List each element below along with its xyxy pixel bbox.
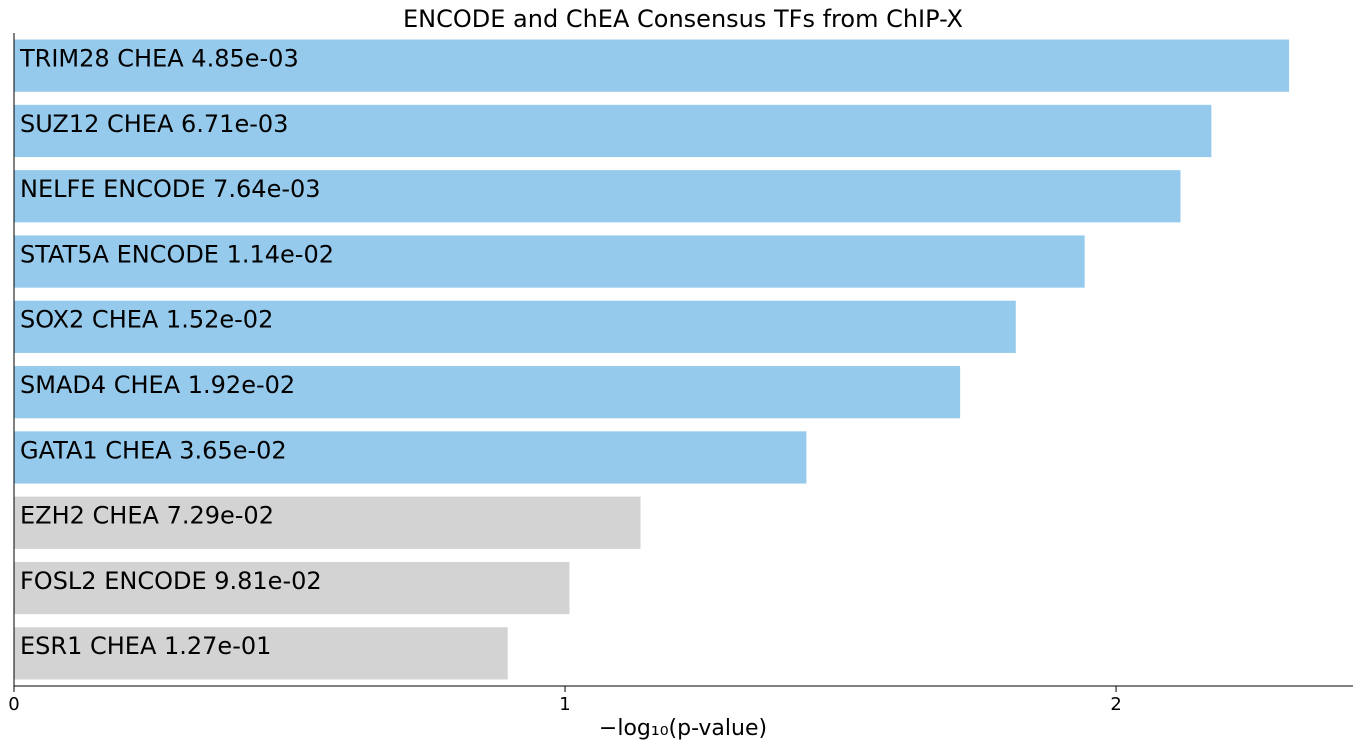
bar-label: NELFE ENCODE 7.64e-03 — [20, 175, 321, 203]
bar — [14, 170, 1181, 223]
bar-label: GATA1 CHEA 3.65e-02 — [20, 436, 287, 464]
bar — [14, 496, 641, 549]
bar-label: FOSL2 ENCODE 9.81e-02 — [20, 567, 322, 595]
bar-label: SOX2 CHEA 1.52e-02 — [20, 306, 273, 334]
bar-label: STAT5A ENCODE 1.14e-02 — [20, 240, 334, 268]
x-tick-label: 1 — [559, 694, 570, 715]
bars-layer: TRIM28 CHEA 4.85e-03 SUZ12 CHEA 6.71e-03 N… — [14, 39, 1290, 680]
bar — [14, 39, 1290, 92]
bar — [14, 431, 807, 484]
bar-label: SMAD4 CHEA 1.92e-02 — [20, 371, 295, 399]
bar-label: ESR1 CHEA 1.27e-01 — [20, 632, 271, 660]
x-tick-label: 2 — [1110, 694, 1121, 715]
bar — [14, 366, 961, 419]
bar — [14, 300, 1016, 353]
x-ticks: 0 1 2 — [8, 686, 1122, 715]
chart-title: ENCODE and ChEA Consensus TFs from ChIP-… — [403, 5, 963, 33]
bar — [14, 561, 570, 615]
bar-label: SUZ12 CHEA 6.71e-03 — [20, 110, 288, 138]
bar — [14, 104, 1212, 158]
bar-label: TRIM28 CHEA 4.85e-03 — [19, 45, 299, 73]
x-axis-title: −log₁₀(p-value) — [599, 716, 767, 741]
bar — [14, 235, 1085, 288]
bar — [14, 627, 508, 680]
bar-label: EZH2 CHEA 7.29e-02 — [20, 502, 274, 530]
x-tick-label: 0 — [8, 694, 19, 715]
